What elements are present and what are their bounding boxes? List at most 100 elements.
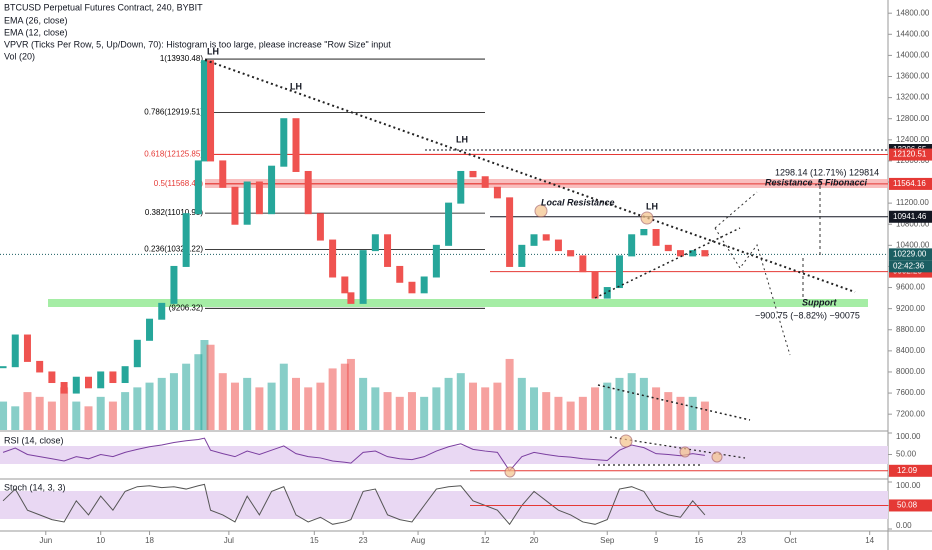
fib-label: 0.5(11568.40): [154, 179, 204, 188]
volume-bar: [157, 377, 166, 430]
annotation: Local Resistance: [541, 197, 615, 207]
volume-bar: [591, 387, 600, 430]
y-tick-label: 7600.00: [896, 388, 925, 397]
candle-body: [542, 234, 550, 241]
price-tag-label: 12120.51: [893, 150, 927, 159]
y-tick-label: 10800.00: [896, 219, 930, 228]
candle-body: [109, 371, 117, 384]
volume-bar: [371, 387, 380, 430]
volume-bar: [243, 377, 252, 430]
y-tick-label: 14400.00: [896, 29, 930, 38]
indicator-label: EMA (26, close): [4, 15, 68, 25]
volume-bar: [566, 401, 575, 430]
level-tag-label: 50.08: [897, 501, 918, 510]
y-tick-label: 13600.00: [896, 72, 930, 81]
highlight: [640, 211, 654, 225]
candle-body: [591, 271, 599, 299]
candle-body: [676, 250, 684, 257]
candle-body: [493, 186, 501, 199]
volume-bar: [420, 396, 429, 430]
volume-trendline: [597, 384, 751, 421]
pane-title: RSI (14, close): [4, 435, 64, 445]
candle-body: [506, 197, 514, 267]
volume-bar: [359, 377, 368, 430]
volume-bar: [432, 387, 441, 430]
volume-bar: [121, 392, 130, 430]
candle-body: [194, 160, 202, 215]
y-tick-label: 12400.00: [896, 135, 930, 144]
pane-title: Stoch (14, 3, 3): [4, 482, 66, 492]
candle-body: [304, 170, 312, 215]
volume-bar: [23, 392, 32, 430]
volume-bar: [316, 382, 325, 430]
x-tick-label: Jul: [224, 536, 234, 545]
x-tick-label: 20: [530, 536, 539, 545]
fib-label: 0.786(12919.51): [144, 108, 203, 117]
volume-bar: [346, 358, 355, 430]
price-tag: [889, 210, 932, 223]
chart-title: BTCUSD Perpetual Futures Contract, 240, …: [4, 2, 203, 12]
stoch-line: [2, 483, 706, 526]
candle-body: [341, 276, 349, 294]
volume-bar: [84, 406, 93, 430]
volume-bar: [481, 387, 490, 430]
highlight: [711, 451, 723, 463]
volume-bar: [444, 377, 453, 430]
volume-bar: [108, 401, 117, 430]
y-tick-label: 12800.00: [896, 114, 930, 123]
volume-bar: [383, 392, 392, 430]
volume-bar: [35, 396, 44, 430]
candle-body: [97, 371, 105, 389]
volume-bar: [206, 344, 215, 430]
candle-body: [384, 234, 392, 267]
candle-body: [628, 234, 636, 257]
x-tick-label: Oct: [784, 536, 797, 545]
candle-body: [481, 176, 489, 188]
volume-bar: [292, 377, 300, 430]
countdown-tag: [889, 260, 932, 273]
annotation: Resistance .5 Fibonacci: [765, 177, 868, 187]
volume-bar: [72, 401, 81, 430]
y-tick-label: 8400.00: [896, 346, 925, 355]
volume-bar: [652, 387, 661, 430]
y-tick-label: 0.00: [896, 521, 912, 530]
candle-body: [243, 181, 251, 225]
rsi-line: [2, 437, 705, 472]
volume-bar: [700, 401, 709, 430]
y-tick-label: 9200.00: [896, 304, 925, 313]
level-tag: [889, 464, 932, 477]
candle-body: [530, 234, 538, 246]
volume-bar: [182, 363, 191, 430]
volume-bar: [230, 382, 239, 430]
indicator-label: VPVR (Ticks Per Row, 5, Up/Down, 70): Hi…: [4, 39, 391, 49]
candle-body: [701, 250, 709, 257]
indicator-label: EMA (12, close): [4, 27, 68, 37]
candle-body: [567, 250, 575, 257]
candle-body: [420, 276, 428, 294]
volume-bar: [554, 396, 563, 430]
volume-bar: [688, 396, 697, 430]
volume-bar: [627, 373, 636, 430]
volume-bar: [664, 392, 673, 430]
highlight: [679, 446, 691, 458]
volume-bar: [328, 368, 337, 430]
candle-body: [689, 250, 697, 257]
candle-body: [133, 339, 141, 368]
rsi-band: [0, 446, 888, 464]
y-tick-label: 100.00: [896, 432, 921, 441]
x-tick-label: 15: [310, 536, 319, 545]
y-tick-label: 9600.00: [896, 283, 925, 292]
volume-bar: [578, 396, 587, 430]
candle-body: [292, 118, 300, 172]
candle-body: [36, 360, 44, 373]
volume-bar: [542, 392, 551, 430]
fib-label: 0.236(10321.22): [144, 245, 203, 254]
x-tick-label: Jun: [39, 536, 52, 545]
x-tick-label: 23: [359, 536, 368, 545]
volume-bar: [395, 396, 404, 430]
price-tag-label: 10229.00: [893, 249, 927, 258]
candle-body: [0, 366, 7, 369]
x-tick-label: 9: [654, 536, 659, 545]
